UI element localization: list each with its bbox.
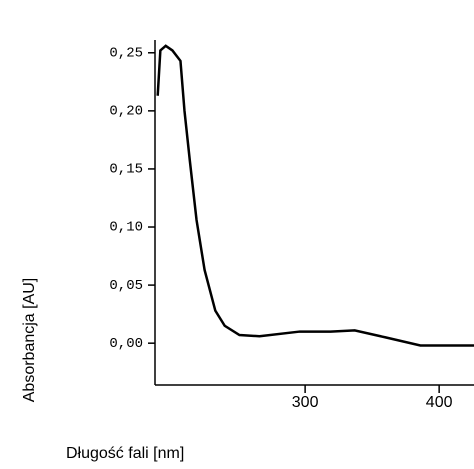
spectrum-line bbox=[156, 44, 474, 347]
x-tick-label: 300 bbox=[292, 394, 319, 411]
y-axis-label: Absorbancja [AU] bbox=[21, 278, 38, 403]
x-axis-label: Długość fali [nm] bbox=[66, 445, 184, 462]
x-tick-label: 400 bbox=[426, 394, 453, 411]
y-tick-label: 0,25 bbox=[109, 45, 143, 61]
y-tick-label: 0,10 bbox=[109, 220, 143, 236]
y-tick-label: 0,05 bbox=[109, 278, 143, 294]
y-tick-label: 0,15 bbox=[109, 162, 143, 178]
y-tick-label: 0,00 bbox=[109, 336, 143, 352]
y-tick-label: 0,20 bbox=[109, 104, 143, 120]
